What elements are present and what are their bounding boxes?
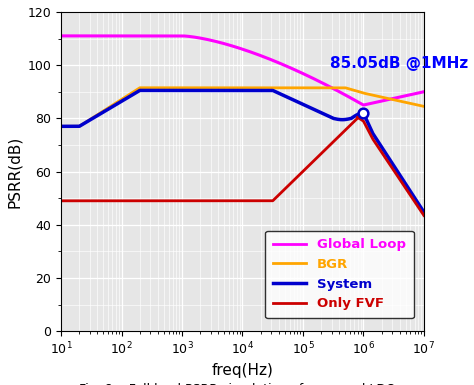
Only FVF [355,115,360,119]
System [213,88,219,93]
Y-axis label: PSRR(dB): PSRR(dB) [7,136,22,208]
Only FVF [121,199,127,203]
Line: System: System [61,90,424,212]
Line: Only FVF: Only FVF [61,117,424,216]
Legend: Global Loop, BGR, System, Only FVF: Global Loop, BGR, System, Only FVF [265,231,414,318]
BGR [213,85,219,90]
Global Loop [213,39,219,44]
Global Loop [197,36,203,40]
Line: BGR: BGR [61,88,424,126]
BGR [121,95,127,100]
Text: Fig. 8.   Full load PSRR simulation of proposed LDO: Fig. 8. Full load PSRR simulation of pro… [79,383,395,385]
Global Loop [375,100,381,104]
Line: Global Loop: Global Loop [61,36,424,105]
Only FVF [414,203,419,207]
Text: 85.05dB @1MHz: 85.05dB @1MHz [330,56,468,71]
Global Loop [421,89,427,94]
Global Loop [414,91,419,95]
Only FVF [100,199,105,203]
X-axis label: freq(Hz): freq(Hz) [211,363,273,378]
BGR [414,102,419,107]
System [414,199,419,204]
Global Loop [58,33,64,38]
Only FVF [375,144,381,149]
Global Loop [100,33,105,38]
System [198,88,203,93]
BGR [375,94,381,99]
BGR [137,85,143,90]
Global Loop [121,33,127,38]
System [100,110,105,115]
Only FVF [58,199,64,203]
Only FVF [197,199,203,203]
System [121,97,127,102]
System [137,88,143,93]
BGR [100,109,105,114]
BGR [58,124,64,129]
System [58,124,64,129]
Only FVF [421,213,427,218]
System [375,139,381,144]
BGR [198,85,203,90]
System [421,210,427,214]
BGR [421,104,427,109]
Global Loop [361,103,366,107]
Only FVF [213,199,219,203]
